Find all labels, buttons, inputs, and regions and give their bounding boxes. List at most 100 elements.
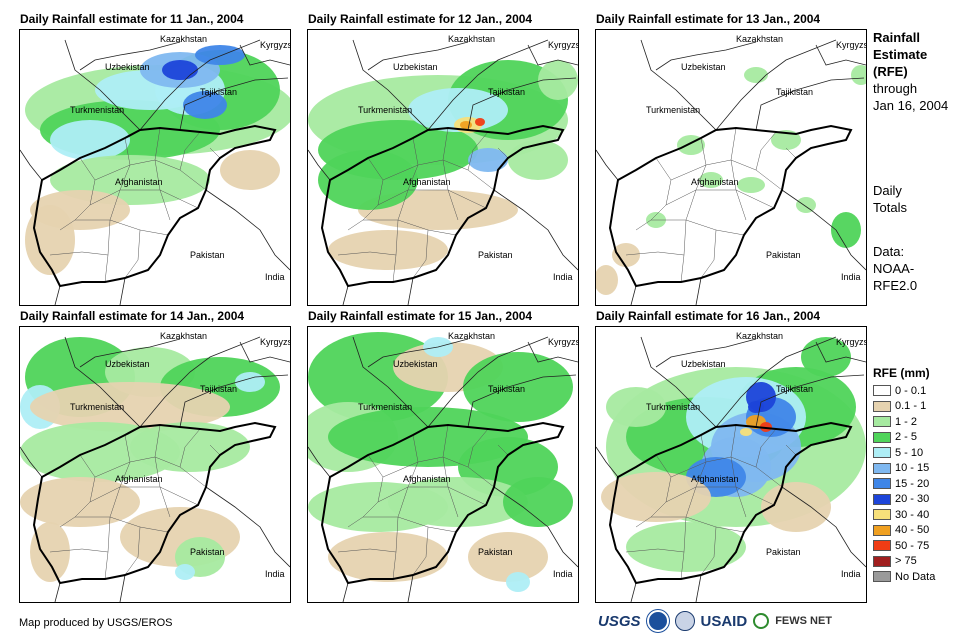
legend-item: 5 - 10 — [873, 445, 935, 461]
country-label-turkmenistan: Turkmenistan — [358, 105, 412, 115]
province-border — [650, 157, 672, 221]
country-label-afghanistan: Afghanistan — [115, 177, 163, 187]
side-data-line1: Data: — [873, 244, 905, 259]
legend-label: > 75 — [895, 555, 917, 568]
noaa-logo-icon — [646, 610, 669, 632]
country-border — [352, 39, 429, 131]
province-border — [94, 159, 207, 191]
country-border — [119, 574, 126, 602]
legend-item: 30 - 40 — [873, 507, 935, 523]
map-panel-16-jan: Kazakhstan Kyrgyzstan Uzbekistan Tajikistan… — [595, 326, 867, 603]
side-title: Rainfall Estimate (RFE) through Jan 16, … — [873, 29, 948, 114]
country-border — [640, 39, 717, 131]
country-label-uzbekistan: Uzbekistan — [393, 62, 438, 72]
country-label-uzbekistan: Uzbekistan — [105, 359, 150, 369]
country-label-uzbekistan: Uzbekistan — [681, 359, 726, 369]
country-border — [407, 277, 414, 305]
rainfall-patch — [606, 387, 666, 427]
province-border — [670, 159, 783, 191]
country-border — [179, 374, 289, 428]
province-border — [377, 486, 487, 506]
country-border — [20, 446, 43, 478]
rainfall-patch — [25, 205, 75, 275]
country-label-india: India — [841, 272, 861, 282]
rainfall-patch — [851, 65, 866, 85]
rainfall-field — [20, 337, 280, 582]
country-border — [308, 149, 331, 181]
rainfall-map: Kazakhstan Kyrgyzstan Uzbekistan Tajikistan… — [596, 34, 866, 305]
country-label-turkmenistan: Turkmenistan — [646, 402, 700, 412]
province-border — [59, 516, 76, 528]
province-border — [363, 219, 457, 236]
country-border — [427, 336, 549, 428]
province-border — [154, 424, 171, 518]
country-label-kazakhstan: Kazakhstan — [448, 331, 495, 341]
country-border — [308, 446, 331, 478]
province-border — [442, 424, 459, 518]
rainfall-patch — [30, 382, 230, 432]
legend-label: No Data — [895, 570, 936, 583]
province-border — [442, 127, 459, 221]
country-label-pakistan: Pakistan — [190, 250, 225, 260]
country-border — [205, 486, 290, 568]
side-title-line4: through — [873, 81, 918, 96]
province-border — [209, 147, 221, 159]
province-border — [179, 428, 201, 468]
province-border — [412, 526, 429, 576]
map-panel-14-jan: Kazakhstan Kyrgyzstan Uzbekistan Tajikistan… — [19, 326, 291, 603]
country-border — [493, 189, 578, 271]
province-border — [467, 131, 489, 171]
legend-title: RFE (mm) — [873, 366, 930, 380]
legend-swatch — [873, 385, 891, 397]
usaid-logo: USAID — [700, 612, 748, 630]
country-label-kyrgyzstan: Kyrgyzstan — [260, 337, 290, 347]
side-title-line2: Estimate — [873, 47, 928, 62]
country-border — [139, 336, 261, 428]
province-border — [59, 219, 76, 231]
province-border — [730, 424, 747, 518]
province-border — [74, 454, 96, 518]
country-border — [54, 285, 61, 305]
legend-item: 1 - 2 — [873, 414, 935, 430]
province-border — [89, 486, 199, 506]
province-border — [89, 189, 199, 209]
country-border — [342, 285, 349, 305]
legend-item: No Data — [873, 569, 935, 585]
rainfall-map: Kazakhstan Kyrgyzstan Uzbekistan Tajikistan… — [20, 34, 290, 305]
legend-item: > 75 — [873, 554, 935, 570]
province-border — [685, 137, 707, 221]
rainfall-field — [596, 65, 866, 295]
province-border — [347, 516, 364, 528]
country-border — [655, 41, 757, 71]
country-border — [139, 39, 261, 131]
legend-item: 15 - 20 — [873, 476, 935, 492]
side-title-line5: Jan 16, 2004 — [873, 98, 949, 113]
province-border — [497, 444, 509, 456]
usaid-seal-icon — [674, 611, 695, 631]
rainfall-patch — [748, 401, 764, 413]
country-border — [367, 41, 469, 71]
rfe-legend: RFE (mm) 0 - 0.1 0.1 - 1 1 - 2 2 - 5 5 - 10 1… — [873, 366, 935, 585]
province-border — [625, 251, 685, 256]
country-border — [427, 39, 549, 131]
legend-item: 50 - 75 — [873, 538, 935, 554]
country-border — [239, 44, 290, 66]
country-label-turkmenistan: Turkmenistan — [358, 402, 412, 412]
rainfall-patch — [771, 130, 801, 150]
country-label-afghanistan: Afghanistan — [403, 177, 451, 187]
legend-label: 5 - 10 — [895, 446, 924, 459]
country-label-afghanistan: Afghanistan — [691, 474, 739, 484]
panel-title-15-jan: Daily Rainfall estimate for 15 Jan., 200… — [308, 309, 533, 323]
country-label-kyrgyzstan: Kyrgyzstan — [548, 337, 578, 347]
province-border — [397, 434, 419, 518]
legend-label: 0.1 - 1 — [895, 400, 927, 413]
panel-title-11-jan: Daily Rainfall estimate for 11 Jan., 200… — [20, 12, 244, 26]
rainfall-patch — [20, 477, 140, 527]
side-title-line1: Rainfall — [873, 30, 920, 45]
rainfall-patch — [737, 177, 765, 193]
province-border — [363, 516, 457, 533]
rainfall-field — [601, 337, 866, 572]
side-data-source: Data: NOAA- RFE2.0 — [873, 243, 917, 294]
legend-item: 40 - 50 — [873, 523, 935, 539]
country-border — [815, 44, 866, 66]
